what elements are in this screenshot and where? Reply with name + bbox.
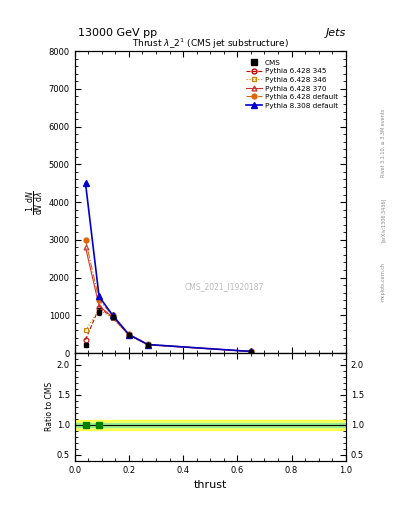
Bar xyxy=(75,420,346,430)
Bar xyxy=(75,423,346,426)
Text: Rivet 3.1.10, ≥ 3.3M events: Rivet 3.1.10, ≥ 3.3M events xyxy=(381,109,386,178)
Text: Jets: Jets xyxy=(325,28,346,38)
Text: [arXiv:1306.3436]: [arXiv:1306.3436] xyxy=(381,198,386,242)
X-axis label: thrust: thrust xyxy=(194,480,227,490)
Text: 13000 GeV pp: 13000 GeV pp xyxy=(78,28,158,38)
Y-axis label: $\frac{1}{\mathrm{d}N}\frac{\mathrm{d}N}{\mathrm{d}\lambda}$: $\frac{1}{\mathrm{d}N}\frac{\mathrm{d}N}… xyxy=(24,189,46,215)
Y-axis label: Ratio to CMS: Ratio to CMS xyxy=(45,382,54,432)
Title: Thrust $\lambda\_2^1$ (CMS jet substructure): Thrust $\lambda\_2^1$ (CMS jet substruct… xyxy=(132,37,289,51)
Text: mcplots.cern.ch: mcplots.cern.ch xyxy=(381,262,386,301)
Legend: CMS, Pythia 6.428 345, Pythia 6.428 346, Pythia 6.428 370, Pythia 6.428 default,: CMS, Pythia 6.428 345, Pythia 6.428 346,… xyxy=(245,58,340,110)
Text: CMS_2021_I1920187: CMS_2021_I1920187 xyxy=(184,282,263,291)
